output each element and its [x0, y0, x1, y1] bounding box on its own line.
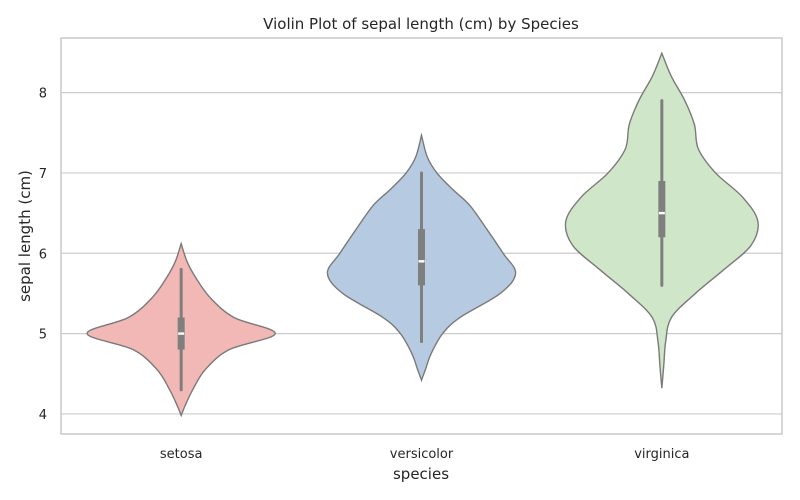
violin-median-marker [418, 260, 425, 263]
x-axis-label: species [393, 465, 449, 483]
y-axis-label: sepal length (cm) [16, 170, 34, 302]
y-tick-label: 4 [39, 408, 47, 423]
chart-title: Violin Plot of sepal length (cm) by Spec… [263, 15, 579, 33]
violins [86, 51, 759, 418]
x-tick-label: setosa [160, 447, 203, 462]
y-tick-label: 5 [39, 328, 47, 343]
violin-virginica [564, 51, 759, 389]
x-tick-labels: setosa versicolor virginica [160, 447, 690, 462]
x-tick-label: virginica [634, 447, 689, 462]
y-tick-label: 7 [39, 167, 47, 182]
plot-frame [60, 37, 783, 435]
violin-setosa [86, 241, 276, 418]
x-tick-label: versicolor [390, 447, 454, 462]
violin-median-marker [658, 211, 665, 215]
violin-median-marker [178, 332, 185, 335]
violin-versicolor [326, 132, 517, 383]
y-tick-labels: 4 5 6 7 8 [39, 87, 47, 423]
y-tick-label: 6 [39, 247, 47, 262]
y-tick-label: 8 [39, 87, 47, 102]
